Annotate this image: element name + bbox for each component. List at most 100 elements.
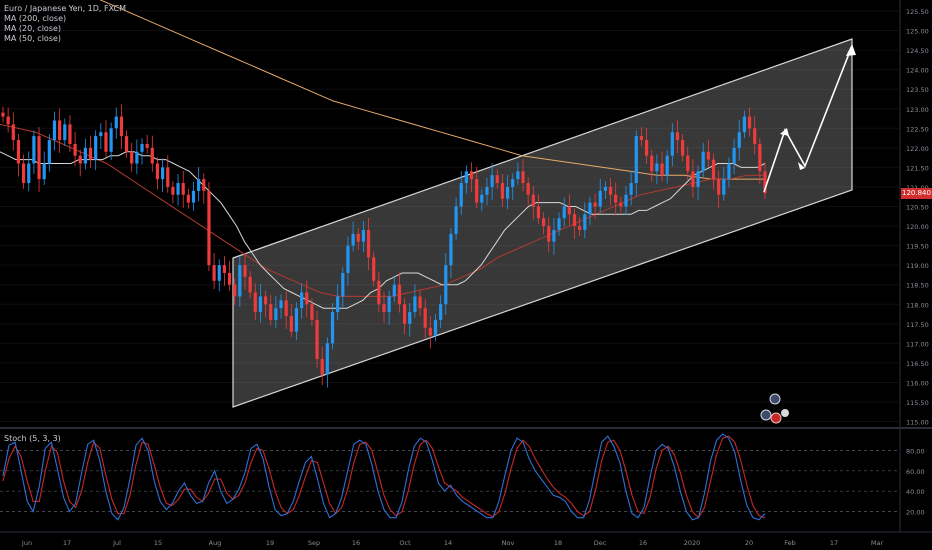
candle-body[interactable] [37,136,41,180]
candle-body[interactable] [16,140,21,164]
candle-body[interactable] [315,319,319,359]
event-marker[interactable] [769,393,781,405]
candle-body[interactable] [78,155,82,164]
candle-body[interactable] [624,194,628,207]
candle-body[interactable] [186,194,190,203]
candle-body[interactable] [557,218,561,230]
candle-body[interactable] [258,296,263,313]
candle-body[interactable] [32,136,36,164]
candle-body[interactable] [696,171,700,187]
candle-body[interactable] [444,265,448,305]
candle-body[interactable] [562,206,566,219]
candle-body[interactable] [418,296,422,309]
candle-body[interactable] [413,296,417,313]
candle-body[interactable] [722,179,726,195]
candle-body[interactable] [516,171,520,180]
candle-body[interactable] [433,319,438,336]
candle-body[interactable] [644,140,649,156]
candle-body[interactable] [372,257,376,281]
candle-body[interactable] [511,179,515,187]
stoch-d-line[interactable] [2,435,766,519]
candle-body[interactable] [588,202,592,215]
candle-body[interactable] [21,163,26,184]
candle-body[interactable] [197,179,201,191]
candle-body[interactable] [495,175,499,184]
candle-body[interactable] [475,179,479,203]
candle-body[interactable] [691,171,695,187]
candle-body[interactable] [305,292,309,305]
candle-body[interactable] [665,155,669,176]
candle-body[interactable] [531,194,535,207]
candle-body[interactable] [1,112,5,117]
candle-body[interactable] [598,190,602,207]
candle-body[interactable] [459,183,463,207]
candle-body[interactable] [747,116,752,129]
candle-body[interactable] [634,136,638,184]
candle-body[interactable] [675,132,680,141]
candle-body[interactable] [660,163,664,176]
candle-body[interactable] [464,171,468,184]
candle-body[interactable] [567,206,571,215]
candle-body[interactable] [439,304,443,320]
candle-body[interactable] [124,136,129,152]
candle-body[interactable] [171,186,175,195]
candle-body[interactable] [320,358,324,375]
candle-body[interactable] [114,116,118,129]
candle-body[interactable] [758,143,762,172]
candle-body[interactable] [727,163,731,180]
candle-body[interactable] [104,132,108,152]
candle-body[interactable] [310,304,314,320]
candle-body[interactable] [603,186,607,191]
candle-body[interactable] [269,304,273,320]
candle-body[interactable] [428,327,432,336]
candle-body[interactable] [655,163,659,172]
candle-body[interactable] [274,308,278,320]
candle-body[interactable] [469,171,474,180]
candle-body[interactable] [73,143,77,156]
candle-body[interactable] [711,159,716,180]
candle-body[interactable] [351,233,355,246]
candle-body[interactable] [536,206,541,219]
candle-body[interactable] [300,292,304,309]
candle-body[interactable] [130,151,134,164]
ma50-path[interactable] [0,123,765,297]
candle-body[interactable] [608,186,613,195]
candle-body[interactable] [202,179,206,191]
candle-body[interactable] [500,183,505,199]
candle-body[interactable] [706,151,710,160]
candle-body[interactable] [161,167,165,180]
candle-body[interactable] [294,308,299,332]
candle-body[interactable] [150,147,154,164]
candle-body[interactable] [670,132,674,156]
candle-body[interactable] [227,272,232,285]
candle-body[interactable] [279,300,283,309]
event-markers[interactable] [760,393,789,424]
stoch-k-line[interactable] [2,433,766,521]
candle-body[interactable] [408,312,412,324]
candle-body[interactable] [166,167,170,187]
candle-body[interactable] [58,120,62,141]
event-marker[interactable] [760,409,772,421]
candle-body[interactable] [732,147,736,164]
candle-body[interactable] [181,183,185,195]
event-marker[interactable] [781,409,789,417]
candle-body[interactable] [619,202,623,207]
candle-body[interactable] [341,272,345,297]
candle-body[interactable] [629,183,633,195]
candle-body[interactable] [346,245,350,273]
candle-body[interactable] [717,179,721,195]
candle-body[interactable] [423,308,427,328]
candle-body[interactable] [542,218,546,227]
candle-body[interactable] [176,183,180,195]
candle-body[interactable] [526,183,530,195]
candle-body[interactable] [356,233,360,242]
candle-body[interactable] [109,128,113,152]
candle-body[interactable] [614,194,618,203]
candle-body[interactable] [140,143,144,152]
candle-body[interactable] [397,284,402,305]
candle-body[interactable] [222,265,226,273]
candle-body[interactable] [243,265,247,277]
candle-body[interactable] [583,214,587,230]
candle-body[interactable] [217,265,221,281]
candle-body[interactable] [83,147,87,164]
